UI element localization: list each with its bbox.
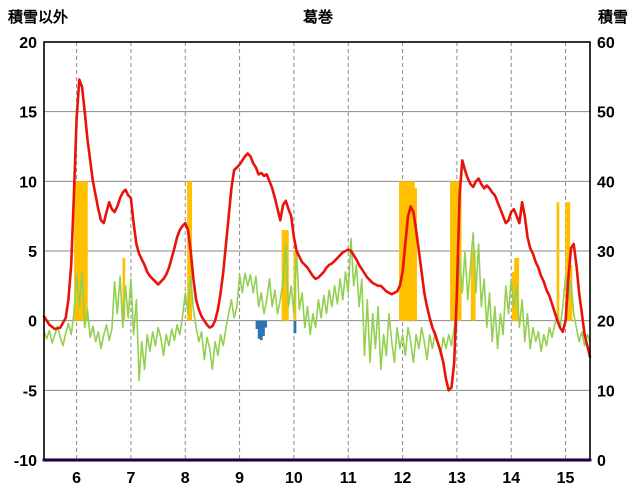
x-axis-tick-label: 10 — [285, 470, 303, 487]
x-axis-tick-label: 11 — [340, 470, 357, 487]
sunshine-bars — [283, 230, 287, 321]
right-axis-tick-label: 0 — [597, 453, 606, 470]
chart-header: 葛巻 積雪以外 積雪 — [0, 6, 636, 27]
x-axis-tick-label: 15 — [557, 470, 575, 487]
sunshine-bars — [569, 264, 573, 321]
plot-frame — [43, 41, 591, 461]
right-axis-tick-label: 30 — [597, 244, 615, 261]
sunshine-bars — [187, 181, 190, 321]
x-axis-tick-label: 7 — [126, 470, 135, 487]
sunshine-bars — [516, 257, 520, 321]
left-axis-tick-label: 5 — [28, 244, 37, 261]
precip-bars — [293, 320, 297, 334]
sunshine-bars — [458, 181, 462, 321]
sunshine-bars — [414, 188, 417, 321]
x-axis-tick-label: 8 — [181, 470, 190, 487]
sunshine-bars — [409, 181, 413, 321]
right-axis-tick-label: 60 — [597, 35, 615, 52]
x-axis-tick-label: 9 — [235, 470, 244, 487]
sunshine-bars — [76, 181, 80, 321]
x-axis-tick-label: 6 — [72, 470, 81, 487]
left-axis-tick-label: -10 — [14, 453, 37, 470]
left-axis-tick-label: 10 — [19, 174, 37, 191]
right-axis-tick-label: 10 — [597, 383, 615, 400]
green-line — [43, 232, 591, 382]
sunshine-bars — [450, 181, 453, 321]
sunshine-bars — [472, 251, 476, 321]
left-axis-title: 積雪以外 — [8, 6, 69, 27]
right-axis-title: 積雪 — [597, 6, 628, 27]
sunshine-bars — [407, 181, 411, 321]
sunshine-bars — [412, 181, 415, 321]
sunshine-bars — [405, 181, 409, 321]
right-axis-tick-label: 20 — [597, 314, 615, 331]
x-axis-tick-label: 12 — [394, 470, 412, 487]
sunshine-bars — [82, 181, 86, 321]
sunshine-bars — [470, 251, 474, 321]
sunshine-bars — [78, 181, 82, 321]
temperature-line — [42, 78, 592, 392]
precip-bars — [259, 320, 263, 341]
precip-bars — [257, 320, 261, 339]
left-axis-tick-label: 15 — [19, 105, 37, 122]
precip-bars — [255, 320, 259, 330]
left-axis-tick-label: -5 — [23, 383, 37, 400]
sunshine-bars — [565, 202, 568, 321]
left-axis-tick-label: 20 — [19, 35, 37, 52]
sunshine-bars — [399, 181, 402, 321]
sunshine-bars — [122, 257, 126, 321]
sunshine-bars — [80, 181, 84, 321]
x-axis-tick-label: 13 — [448, 470, 466, 487]
sunshine-bars — [556, 202, 560, 321]
sunshine-bars — [452, 181, 455, 321]
sunshine-bars — [74, 181, 77, 321]
sunshine-bars — [401, 181, 404, 321]
right-axis-tick-label: 50 — [597, 105, 615, 122]
precip-bars — [262, 320, 265, 336]
chart-title: 葛巻 — [302, 9, 333, 26]
x-axis-tick-label: 14 — [502, 470, 520, 487]
left-axis-tick-label: 0 — [28, 314, 37, 331]
precip-bars — [264, 320, 268, 328]
sunshine-bars — [85, 181, 88, 321]
right-axis-tick-label: 40 — [597, 174, 615, 191]
sunshine-bars — [454, 181, 458, 321]
